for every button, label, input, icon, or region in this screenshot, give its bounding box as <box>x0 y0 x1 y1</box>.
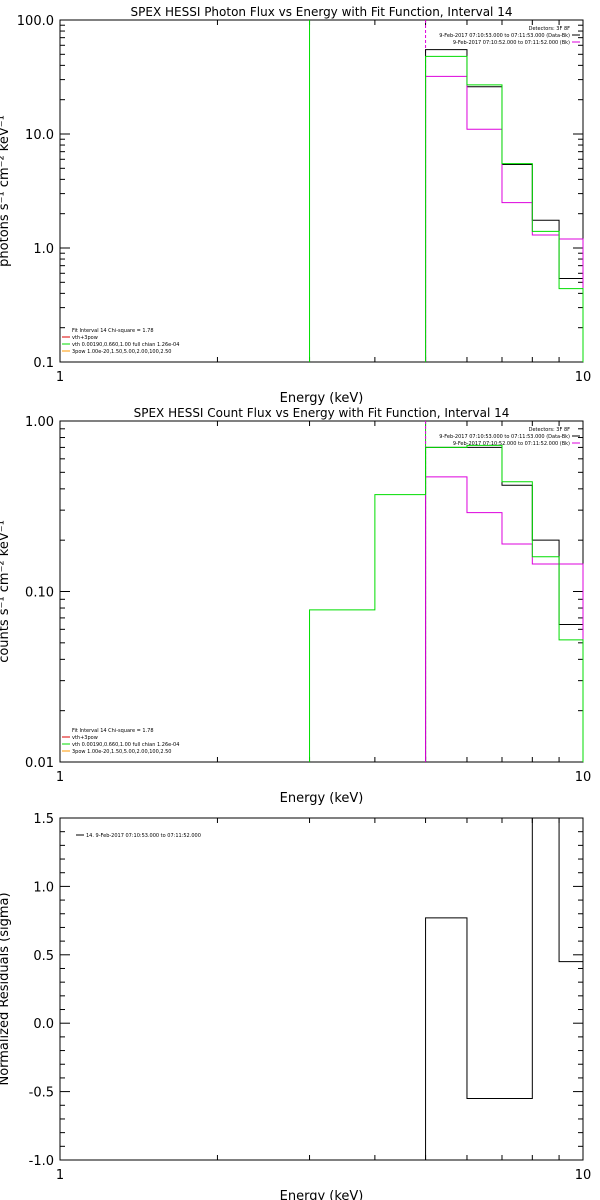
series-step-bk <box>425 75 584 362</box>
y-axis-title: counts s⁻¹ cm⁻² keV⁻¹ <box>0 520 12 663</box>
x-tick-label: 10 <box>575 370 592 385</box>
x-axis-title: Energy (keV) <box>280 1189 364 1200</box>
legend-entry: 9-Feb-2017 07:10:52.000 to 07:11:52.000 … <box>453 441 570 447</box>
legend-entry: 14. 9-Feb-2017 07:10:53.000 to 07:11:52.… <box>86 833 201 839</box>
legend-entry: vth+3pow <box>72 335 98 341</box>
plot-frame <box>59 19 584 363</box>
y-tick-label: 1.0 <box>33 880 54 895</box>
legend-entry: vth 0.00190,0.660,1.00 full chian 1.26e-… <box>72 342 179 348</box>
y-tick-label: 1.00 <box>25 415 54 430</box>
legend-entry: 9-Feb-2017 07:10:53.000 to 07:11:53.000 … <box>439 33 570 39</box>
y-tick-label: 0.1 <box>33 356 54 371</box>
y-tick-label: -0.5 <box>29 1086 54 1101</box>
y-tick-label: 1.5 <box>33 812 54 827</box>
legend-entry: vth+3pow <box>72 735 98 741</box>
legend-entry: 9-Feb-2017 07:10:53.000 to 07:11:53.000 … <box>439 434 570 440</box>
legend-entry: 3pow 1.00e-20,1.50,5.00,2.00,100,2.50 <box>72 349 172 355</box>
y-tick-label: 0.10 <box>25 586 54 601</box>
x-tick-label: 10 <box>575 1168 592 1183</box>
legend-entry: vth 0.00190,0.660,1.00 full chian 1.26e-… <box>72 742 179 748</box>
plot-frame <box>59 420 584 763</box>
x-tick-label: 1 <box>56 1168 64 1183</box>
y-tick-label: 0.01 <box>25 756 54 771</box>
y-tick-label: 10.0 <box>25 128 54 143</box>
legend-entry: 3pow 1.00e-20,1.50,5.00,2.00,100,2.50 <box>72 749 172 755</box>
y-tick-label: -1.0 <box>29 1154 54 1169</box>
legend-entry: Detectors: 3F 8F <box>529 26 570 32</box>
y-tick-label: 100.0 <box>17 14 54 29</box>
series-step-vth <box>425 55 584 362</box>
legend-entry: Fit Interval 14 Chi-square = 1.78 <box>72 728 154 734</box>
x-tick-label: 1 <box>56 370 64 385</box>
chart-title: SPEX HESSI Count Flux vs Energy with Fit… <box>134 406 510 420</box>
series-step-bk <box>425 476 584 762</box>
x-axis-title: Energy (keV) <box>280 791 364 806</box>
legend-entry: 9-Feb-2017 07:10:52.000 to 07:11:52.000 … <box>453 40 570 46</box>
plot-frame <box>59 817 584 1161</box>
y-tick-label: 0.0 <box>33 1017 54 1032</box>
y-axis-title: Normalized Residuals (sigma) <box>0 892 12 1085</box>
series-step-data-bk <box>425 49 584 362</box>
series-step-14 <box>425 817 584 1160</box>
x-tick-label: 10 <box>575 770 592 785</box>
chart-title: SPEX HESSI Photon Flux vs Energy with Fi… <box>131 5 513 19</box>
y-tick-label: 0.5 <box>33 949 54 964</box>
x-tick-label: 1 <box>56 770 64 785</box>
x-axis-title: Energy (keV) <box>280 391 364 406</box>
series-step-vth <box>309 444 584 762</box>
legend-entry: Detectors: 3F 8F <box>529 427 570 433</box>
y-axis-title: photons s⁻¹ cm⁻² keV⁻¹ <box>0 115 12 267</box>
legend-entry: Fit Interval 14 Chi-square = 1.78 <box>72 328 154 334</box>
y-tick-label: 1.0 <box>33 242 54 257</box>
